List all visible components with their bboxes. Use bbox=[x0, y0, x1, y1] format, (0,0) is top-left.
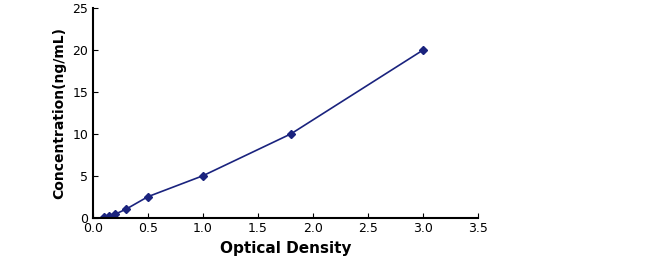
X-axis label: Optical Density: Optical Density bbox=[220, 241, 351, 256]
Y-axis label: Concentration(ng/mL): Concentration(ng/mL) bbox=[52, 27, 66, 199]
